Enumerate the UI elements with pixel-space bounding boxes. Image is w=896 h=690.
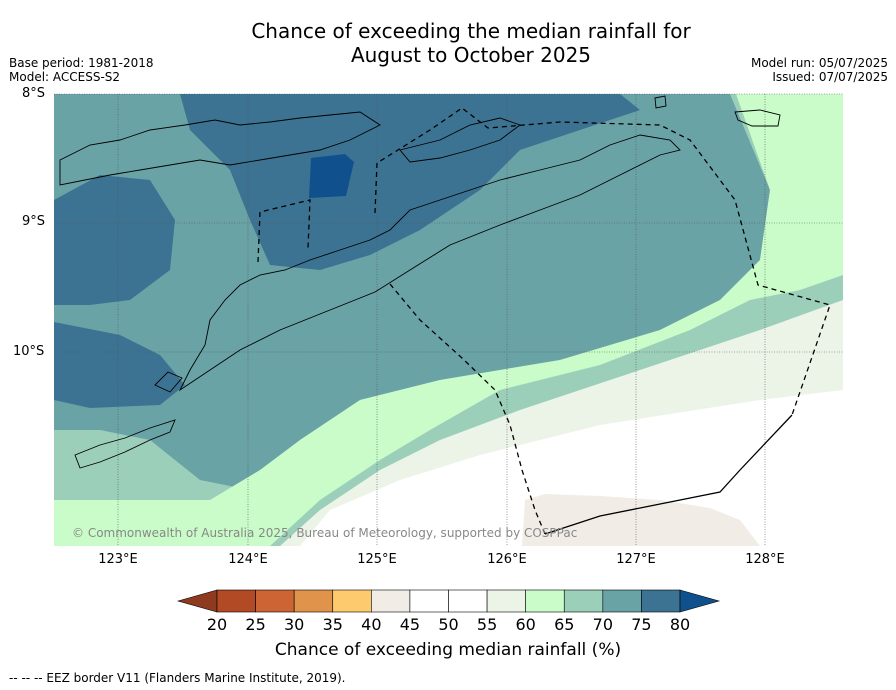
colorbar-cell-60-65	[525, 589, 565, 613]
band-70-75	[54, 94, 770, 490]
band-40-45	[522, 494, 760, 546]
title-line-2: August to October 2025	[350, 43, 592, 67]
lon-label-128e: 128°E	[745, 552, 785, 567]
lon-label-124e: 124°E	[228, 552, 268, 567]
gridlines	[54, 93, 843, 546]
colorbar	[176, 589, 721, 613]
colorbar-cells	[216, 589, 681, 613]
colorbar-tick-60: 60	[515, 615, 536, 634]
colorbar-tick-20: 20	[206, 615, 228, 634]
colorbar-tick-55: 55	[476, 615, 498, 634]
lon-label-125e: 125°E	[357, 552, 397, 567]
band-75-80-west	[54, 175, 175, 305]
band-75-80-southwest	[54, 322, 185, 408]
eez-footnote: -- -- -- EEZ border V11 (Flanders Marine…	[9, 671, 346, 685]
colorbar-cell-40-45	[371, 589, 411, 613]
colorbar-cell-30-35	[293, 589, 334, 613]
lon-label-123e: 123°E	[98, 552, 138, 567]
eez-border	[257, 107, 831, 535]
meta-right: Model run: 05/07/2025 Issued: 07/07/2025	[751, 56, 888, 84]
sumba-coast	[74, 419, 176, 469]
coastlines	[59, 95, 781, 469]
lat-label-8s: 8°S	[22, 86, 46, 101]
flores-coast	[59, 111, 381, 186]
band-60-65	[54, 94, 843, 546]
colorbar-tick-70: 70	[592, 615, 614, 634]
island-northeast	[734, 109, 781, 127]
band-75-80-north	[180, 94, 640, 270]
title-line-1: Chance of exceeding the median rainfall …	[251, 19, 691, 43]
lat-label-9s: 9°S	[22, 214, 46, 229]
map-title: Chance of exceeding the median rainfall …	[0, 19, 896, 67]
colorbar-tick-25: 25	[245, 615, 266, 634]
colorbar-tick-35: 35	[322, 615, 343, 634]
timor-sea-boundary	[544, 414, 793, 535]
issued-date: Issued: 07/07/2025	[772, 70, 888, 84]
timor-island-coast	[178, 134, 681, 392]
model-name: Model: ACCESS-S2	[9, 70, 121, 84]
alor-wetar-coast	[399, 117, 521, 163]
colorbar-tick-30: 30	[283, 615, 305, 634]
colorbar-tick-50: 50	[438, 615, 459, 634]
base-period: Base period: 1981-2018	[9, 56, 154, 70]
colorbar-tick-65: 65	[554, 615, 575, 634]
colorbar-cell-45-50	[409, 589, 449, 613]
model-run: Model run: 05/07/2025	[750, 56, 888, 70]
colorbar-above-80	[679, 589, 721, 613]
island-north	[654, 95, 667, 109]
rote-coast	[154, 371, 183, 393]
lon-label-126e: 126°E	[487, 552, 527, 567]
lon-label-127e: 127°E	[616, 552, 656, 567]
copyright-notice: © Commonwealth of Australia 2025, Bureau…	[72, 526, 578, 540]
eez-border-south	[389, 283, 546, 535]
colorbar-tick-75: 75	[631, 615, 652, 634]
colorbar-cell-25-30	[255, 589, 295, 613]
meta-left: Base period: 1981-2018 Model: ACCESS-S2	[9, 56, 154, 84]
colorbar-tick-40: 40	[361, 615, 382, 634]
colorbar-cell-75-80	[641, 589, 681, 613]
colorbar-tick-80: 80	[669, 615, 691, 634]
band-45-55	[300, 390, 843, 546]
colorbar-label: Chance of exceeding median rainfall (%)	[274, 640, 622, 660]
colorbar-cell-55-60	[486, 589, 526, 613]
eez-border-north	[257, 107, 831, 416]
lat-label-10s: 10°S	[13, 344, 45, 359]
colorbar-cell-50-55	[448, 589, 488, 613]
colorbar-cell-20-25	[216, 589, 256, 613]
band-above-80	[309, 154, 354, 198]
colorbar-below-20	[176, 589, 218, 613]
rainfall-contours	[54, 94, 843, 546]
colorbar-cell-65-70	[563, 589, 604, 613]
colorbar-cell-35-40	[332, 589, 372, 613]
colorbar-cell-70-75	[602, 589, 642, 613]
colorbar-tick-45: 45	[399, 615, 421, 634]
